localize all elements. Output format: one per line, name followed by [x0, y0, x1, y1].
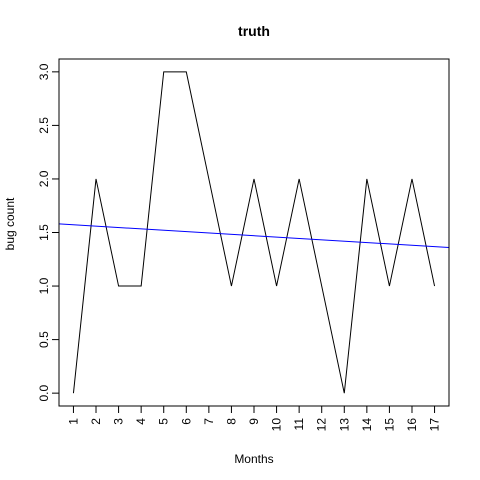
x-tick-label: 13 — [337, 418, 351, 432]
plot-area — [58, 71, 450, 394]
x-tick-label: 10 — [270, 418, 284, 432]
x-axis-label: Months — [234, 452, 273, 466]
x-tick-label: 7 — [202, 418, 216, 425]
y-tick-label: 1.5 — [37, 224, 51, 241]
y-axis: 0.0 0.5 1.0 1.5 2.0 2.5 3.0 — [37, 63, 59, 401]
y-tick-label: 0.5 — [37, 331, 51, 348]
x-tick-label: 16 — [405, 418, 419, 432]
x-tick-label: 1 — [66, 418, 80, 425]
x-tick-label: 4 — [134, 418, 148, 425]
y-tick-label: 0.0 — [37, 384, 51, 401]
x-tick-label: 17 — [428, 418, 442, 432]
x-tick-label: 2 — [89, 418, 103, 425]
y-tick-label: 1.0 — [37, 277, 51, 294]
x-tick-label: 12 — [315, 418, 329, 432]
x-tick-label: 8 — [224, 418, 238, 425]
plot-frame — [58, 58, 450, 407]
y-tick-label: 3.0 — [37, 63, 51, 80]
x-tick-label: 9 — [247, 418, 261, 425]
x-tick-label: 14 — [360, 418, 374, 432]
x-axis: 1 2 3 4 5 6 7 8 9 10 11 12 13 14 15 16 17 — [66, 406, 442, 432]
trend-line — [58, 223, 450, 248]
y-axis-label: bug count — [3, 197, 17, 250]
y-tick-label: 2.0 — [37, 170, 51, 187]
x-tick-label: 11 — [292, 418, 306, 431]
x-tick-label: 5 — [157, 418, 171, 425]
series-line — [72, 71, 436, 394]
x-tick-label: 15 — [382, 418, 396, 432]
x-tick-label: 6 — [179, 418, 193, 425]
chart-title: truth — [238, 23, 270, 39]
y-tick-label: 2.5 — [37, 117, 51, 134]
x-tick-label: 3 — [112, 418, 126, 425]
